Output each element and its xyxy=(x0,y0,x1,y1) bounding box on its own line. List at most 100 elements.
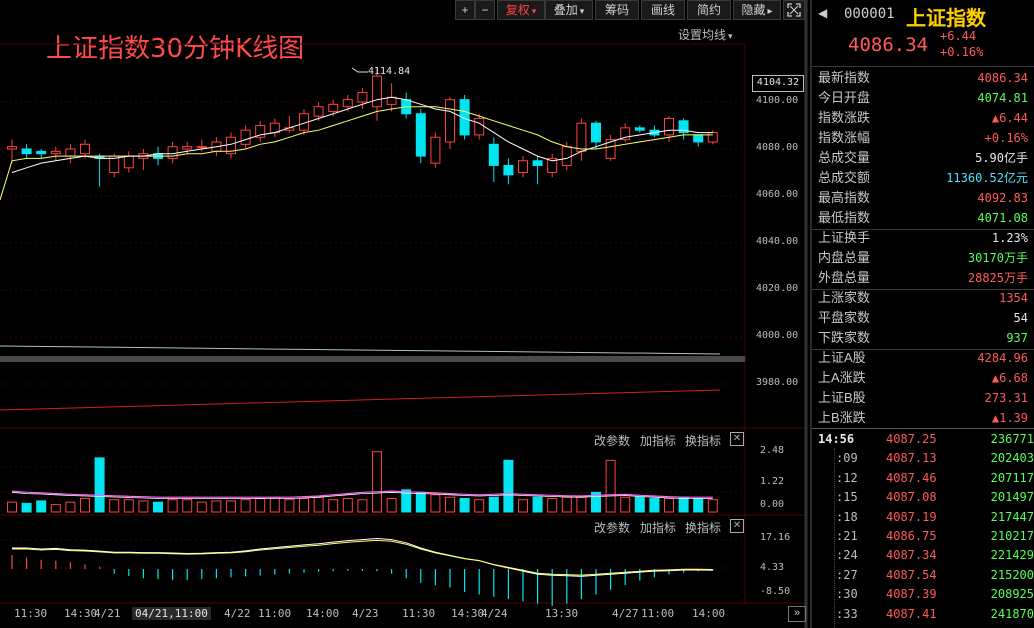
stat-value: 5.90亿手 xyxy=(975,151,1028,165)
tick-price: 4087.39 xyxy=(886,587,937,602)
chart-canvas xyxy=(0,0,808,628)
tick-divider xyxy=(834,448,836,628)
volume-bar xyxy=(518,499,528,513)
stat-row: 上证B股 273.31 xyxy=(818,388,1028,408)
candle-body xyxy=(36,150,47,155)
stat-label: 最低指数 xyxy=(818,210,871,225)
volume-bar xyxy=(123,499,134,513)
stat-row: 内盘总量 30170万手 xyxy=(818,248,1028,268)
stat-value: 54 xyxy=(1013,311,1028,325)
stat-label: 上证A股 xyxy=(818,350,866,365)
volume-bar xyxy=(36,500,47,513)
huaxian-button[interactable]: 画线 xyxy=(641,0,685,20)
tick-row: :18 4087.19 217447 xyxy=(818,508,1034,527)
jianyue-button[interactable]: 简约 xyxy=(687,0,731,20)
time-axis-label: 14:30 xyxy=(451,607,485,620)
volume-bar xyxy=(357,499,368,513)
volume-bar xyxy=(50,504,61,513)
tick-volume: 202403 xyxy=(990,451,1034,466)
sub-axis-label: 1.22 xyxy=(760,476,785,487)
chouma-button[interactable]: 筹码 xyxy=(595,0,639,20)
volume-bar xyxy=(430,494,441,513)
stat-row: 总成交量 5.90亿手 xyxy=(818,148,1028,168)
sub2-switch-indicator-button[interactable]: 换指标 xyxy=(685,521,722,535)
sub2-change-params-button[interactable]: 改参数 xyxy=(594,521,631,535)
sub1-add-indicator-button[interactable]: 加指标 xyxy=(640,434,677,448)
stat-row: 上涨家数 1354 xyxy=(818,288,1028,308)
zoom-out-button[interactable]: − xyxy=(475,0,495,20)
chevron-down-icon: ▾ xyxy=(531,6,537,16)
fuquan-dropdown[interactable]: 复权 ▾ xyxy=(497,0,545,20)
volume-bar xyxy=(211,500,222,513)
scroll-right-button[interactable]: » xyxy=(788,606,806,622)
sub1-change-params-button[interactable]: 改参数 xyxy=(594,434,631,448)
volume-bar xyxy=(707,499,718,513)
sub2-add-indicator-button[interactable]: 加指标 xyxy=(640,521,677,535)
stat-value: 30170万手 xyxy=(967,251,1028,265)
candle-body xyxy=(415,113,426,157)
tick-price: 4087.46 xyxy=(886,470,937,485)
stat-value: 4071.08 xyxy=(977,211,1028,225)
tick-volume: 215200 xyxy=(990,567,1034,582)
volume-bar xyxy=(269,496,280,513)
candle-body xyxy=(240,129,251,145)
candle-body xyxy=(707,132,718,143)
tick-volume: 207117 xyxy=(990,470,1034,485)
stat-label: 上证B股 xyxy=(818,390,866,405)
high-pointer-icon xyxy=(351,67,368,73)
volume-bar xyxy=(386,497,397,513)
tick-row: :12 4087.46 207117 xyxy=(818,469,1034,488)
candle-body xyxy=(532,160,543,166)
yincang-button[interactable]: 隐藏 ▸ xyxy=(733,0,781,20)
volume-bar xyxy=(415,491,426,513)
candle-body xyxy=(591,122,601,143)
time-axis-label: 4/27 xyxy=(612,607,639,620)
stat-value: 11360.52亿元 xyxy=(946,171,1028,185)
collapse-arrow-icon[interactable]: ◀ xyxy=(818,6,828,20)
kline-chart-area[interactable]: + − 复权 ▾ 叠加 ▾ 筹码 画线 简约 隐藏 ▸ 上证指数30分钟K线图 设置均… xyxy=(0,0,808,628)
candle-body xyxy=(605,139,616,159)
time-axis-label: 11:30 xyxy=(14,607,48,620)
sub-axis-label: 2.48 xyxy=(760,445,785,456)
ma-setting-dropdown[interactable]: 设置均线 ▾ xyxy=(678,26,733,43)
index-name: 上证指数 xyxy=(906,8,986,30)
macd-dea-line xyxy=(12,539,713,576)
candle-body xyxy=(7,146,17,150)
tick-row: :27 4087.54 215200 xyxy=(818,566,1034,585)
tick-price: 4087.19 xyxy=(886,509,937,524)
stat-label: 总成交量 xyxy=(818,150,871,165)
candle-body xyxy=(678,120,689,134)
volume-bar xyxy=(561,496,572,513)
zoom-in-button[interactable]: + xyxy=(455,0,475,20)
candle-body xyxy=(123,155,134,169)
close-icon[interactable]: ✕ xyxy=(730,519,744,533)
overlay-line-red xyxy=(0,389,721,411)
candle-body xyxy=(664,117,674,136)
volume-bar xyxy=(459,497,470,513)
candle-body xyxy=(488,143,499,166)
volume-bar xyxy=(21,502,32,513)
tick-row: :09 4087.13 202403 xyxy=(818,449,1034,468)
volume-bar xyxy=(240,499,251,513)
time-axis-label: 4/22 xyxy=(224,607,251,620)
tick-price: 4087.08 xyxy=(886,490,937,505)
candle-body xyxy=(21,148,32,155)
candle-body xyxy=(50,150,61,155)
volume-bar xyxy=(328,499,339,513)
expand-icon xyxy=(787,3,801,17)
candle-body xyxy=(576,122,587,152)
divider xyxy=(812,229,1034,230)
time-axis-label: 4/24 xyxy=(481,607,508,620)
diejia-label: 叠加 xyxy=(553,3,578,17)
tick-time: 14:56 xyxy=(818,432,855,446)
sub1-switch-indicator-button[interactable]: 换指标 xyxy=(685,434,722,448)
candle-body xyxy=(445,99,455,143)
volume-ma-line xyxy=(11,490,713,498)
stat-value: ▲1.39 xyxy=(991,411,1028,425)
chart-title: 上证指数30分钟K线图 xyxy=(46,34,305,64)
price-axis-label: 4060.00 xyxy=(756,189,799,200)
stat-value: 28825万手 xyxy=(967,271,1028,285)
volume-ma2-line xyxy=(11,491,713,499)
diejia-dropdown[interactable]: 叠加 ▾ xyxy=(545,0,593,20)
close-icon[interactable]: ✕ xyxy=(730,432,744,446)
